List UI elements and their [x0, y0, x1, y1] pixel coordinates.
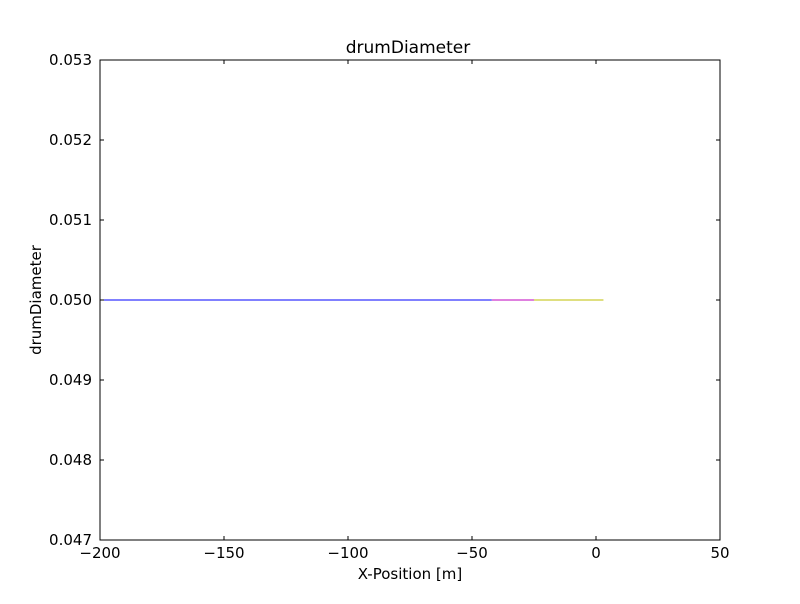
- chart-title: drumDiameter: [346, 38, 470, 58]
- x-axis-ticks: −200 −150 −100 −50 0 50: [79, 60, 730, 562]
- x-tick-label: −200: [79, 544, 120, 562]
- y-axis-ticks: 0.047 0.048 0.049 0.050 0.051 0.052 0.053: [49, 51, 720, 549]
- y-tick-label: 0.051: [49, 211, 92, 229]
- y-tick-label: 0.047: [49, 531, 92, 549]
- x-tick-label: −100: [327, 544, 368, 562]
- y-tick-label: 0.048: [49, 451, 92, 469]
- y-tick-label: 0.050: [49, 291, 92, 309]
- y-tick-label: 0.052: [49, 131, 92, 149]
- y-axis-label: drumDiameter: [27, 244, 45, 355]
- x-tick-label: 50: [710, 544, 729, 562]
- x-tick-label: −150: [203, 544, 244, 562]
- x-tick-label: −50: [456, 544, 488, 562]
- y-tick-label: 0.049: [49, 371, 92, 389]
- x-tick-label: 0: [591, 544, 601, 562]
- y-tick-label: 0.053: [49, 51, 92, 69]
- x-axis-label: X-Position [m]: [358, 565, 462, 583]
